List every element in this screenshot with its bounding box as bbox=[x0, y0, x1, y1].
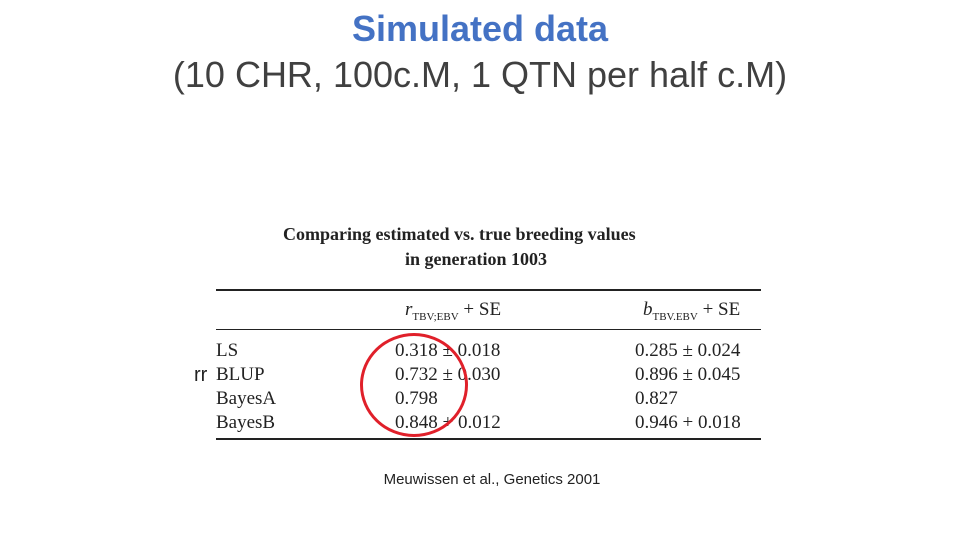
slide-title: Simulated data bbox=[351, 8, 609, 49]
row-name-blup: BLUP bbox=[216, 364, 265, 385]
row-name-ls: LS bbox=[216, 340, 239, 361]
table-caption-line2: in generation 1003 bbox=[405, 249, 547, 269]
rr-annotation: rr bbox=[194, 364, 208, 386]
header-correlation: rTBV;EBV + SE bbox=[405, 299, 502, 323]
table-caption-line1: Comparing estimated vs. true breeding va… bbox=[283, 224, 636, 244]
table-header-rule bbox=[216, 329, 761, 330]
row-bayesb-b: 0.946 + 0.018 bbox=[635, 412, 741, 433]
citation: Meuwissen et al., Genetics 2001 bbox=[383, 471, 601, 488]
slide-subtitle: (10 CHR, 100c.M, 1 QTN per half c.M) bbox=[172, 54, 788, 95]
row-bayesa-b: 0.827 bbox=[635, 388, 678, 409]
row-blup-b: 0.896 ± 0.045 bbox=[635, 364, 741, 385]
table-bottom-rule bbox=[216, 438, 761, 440]
row-name-bayesb: BayesB bbox=[216, 412, 276, 433]
table-top-rule bbox=[216, 289, 761, 291]
row-name-bayesa: BayesA bbox=[216, 388, 277, 409]
row-ls-b: 0.285 ± 0.024 bbox=[635, 340, 741, 361]
header-regression: bTBV.EBV + SE bbox=[643, 299, 741, 323]
highlight-circle bbox=[360, 333, 468, 437]
